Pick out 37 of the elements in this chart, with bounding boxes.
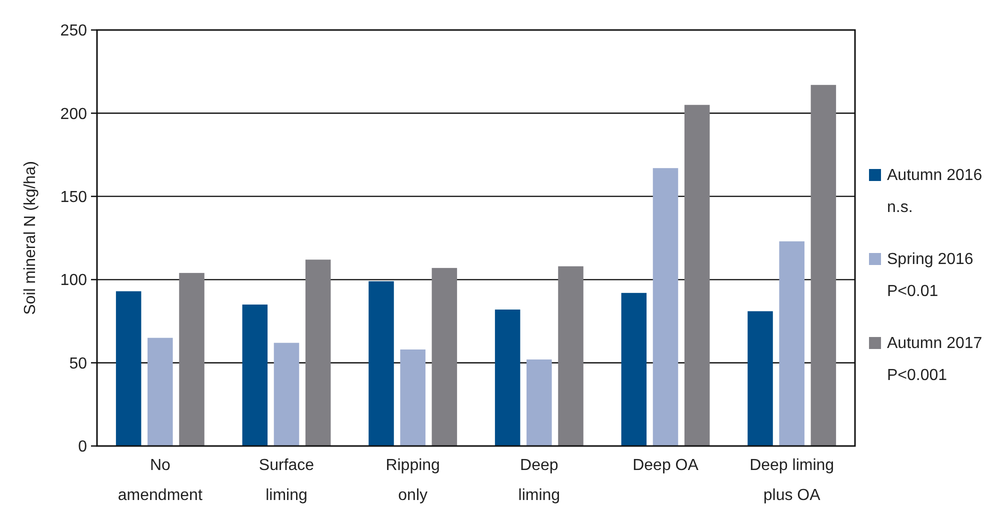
bar: [400, 349, 426, 446]
text: P<0.01: [887, 283, 938, 300]
bar: [494, 310, 520, 446]
bar: [652, 168, 678, 446]
bar: [242, 304, 268, 446]
x-tick-label: Deep liming: [518, 457, 560, 504]
y-axis-title: Soil mineral N (kg/ha): [22, 161, 39, 315]
bar: [621, 292, 647, 446]
x-tick-label: Deep OA: [632, 457, 699, 474]
bar: [748, 311, 773, 446]
legend-label: Autumn 2017: [887, 335, 982, 352]
bar: [116, 291, 142, 446]
bar: [148, 338, 173, 446]
y-tick-label: 250: [60, 22, 88, 40]
x-tick-label: No amendment: [118, 457, 203, 504]
bar: [305, 260, 331, 446]
bar: [368, 281, 394, 446]
y-tick-label: 150: [60, 189, 88, 206]
bar: [526, 359, 552, 446]
bar: [684, 104, 710, 446]
y-tick-label: 200: [60, 106, 88, 123]
x-tick-label: Ripping only: [386, 457, 440, 504]
bar: [779, 241, 804, 446]
y-tick-label: 100: [60, 272, 88, 290]
text: n.s.: [887, 199, 913, 216]
bar: [558, 266, 584, 446]
legend-label: Spring 2016: [887, 251, 974, 268]
y-tick-label: 0: [78, 438, 88, 456]
bar: [179, 272, 204, 446]
y-tick-label: 50: [69, 355, 88, 372]
legend-label: Autumn 2016: [887, 167, 982, 184]
text: P<0.001: [887, 367, 948, 384]
x-tick-label: Deep liming plus OA: [750, 457, 834, 504]
x-tick-label: Surface liming: [258, 457, 314, 504]
bar: [810, 84, 836, 446]
bar: [274, 342, 300, 446]
bar: [432, 268, 458, 446]
